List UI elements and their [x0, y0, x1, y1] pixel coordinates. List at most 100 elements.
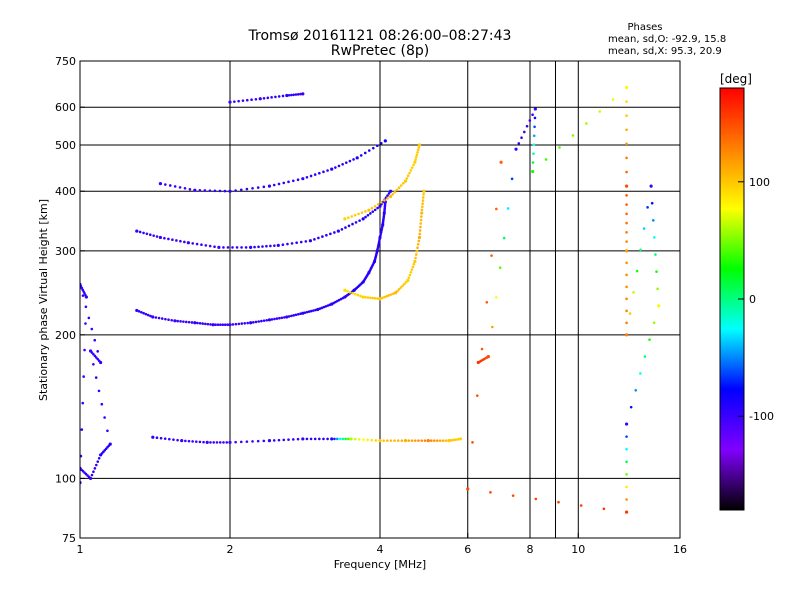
echo-point [276, 243, 280, 247]
echo-point [399, 286, 403, 289]
echo-point [333, 231, 336, 234]
y-tick-label: 400 [55, 185, 76, 198]
echo-point [301, 177, 305, 181]
echo-point [458, 437, 463, 441]
echo-point [287, 438, 290, 441]
echo-point [421, 196, 425, 199]
echo-point [202, 440, 205, 444]
echo-point [624, 422, 629, 426]
echo-point [421, 202, 424, 205]
echo-point [655, 270, 658, 273]
echo-point [183, 187, 187, 190]
echo-point [343, 217, 347, 221]
echo-point [285, 93, 289, 98]
echo-point [151, 315, 155, 319]
echo-point [96, 460, 100, 463]
echo-point [329, 232, 332, 236]
echo-point [231, 323, 235, 326]
echo-point [625, 194, 628, 197]
echo-point [412, 163, 415, 167]
echo-point [341, 162, 344, 166]
echo-point [533, 107, 537, 111]
echo-point [228, 440, 232, 444]
echo-point [396, 289, 399, 293]
echo-point [401, 284, 404, 288]
echo-point [287, 93, 291, 97]
echo-point [87, 316, 91, 320]
echo-point [218, 441, 222, 444]
echo-point [653, 236, 656, 239]
echo-point [358, 219, 361, 222]
echo-point [157, 316, 161, 320]
echo-point [322, 305, 326, 309]
echo-point [286, 242, 289, 246]
echo-point [571, 134, 575, 137]
echo-point [148, 233, 152, 237]
echo-point [163, 236, 166, 240]
echo-point [625, 321, 628, 325]
echo-point [254, 320, 258, 324]
echo-point [533, 125, 536, 129]
echo-point [417, 239, 421, 243]
echo-point [283, 316, 286, 319]
echo-point [348, 159, 352, 163]
echo-point [444, 439, 448, 442]
x-tick-label: 4 [377, 543, 384, 556]
echo-point [198, 440, 202, 444]
echo-point [155, 235, 159, 238]
y-tick-label: 500 [55, 139, 76, 152]
echo-point [265, 244, 268, 248]
echo-point [357, 212, 360, 216]
echo-point [305, 176, 309, 179]
echo-point [108, 442, 112, 446]
echo-point [420, 439, 424, 442]
echo-point [233, 100, 236, 103]
echo-point [239, 440, 243, 444]
echo-point [642, 227, 646, 230]
colorbar-tick-label: 100 [749, 176, 770, 189]
echo-point [168, 437, 171, 441]
echo-point [628, 312, 632, 315]
echo-point [218, 189, 222, 193]
echo-point [96, 350, 99, 353]
echo-point [299, 312, 302, 316]
echo-point [624, 85, 629, 90]
echo-point [275, 317, 279, 320]
echo-point [602, 507, 606, 511]
echo-point [282, 438, 286, 442]
echo-point [611, 98, 615, 101]
echo-point [490, 254, 493, 257]
echo-point [205, 440, 209, 444]
echo-point [625, 285, 628, 289]
echo-point [393, 190, 397, 194]
echo-point [237, 99, 240, 103]
echo-point [598, 110, 602, 113]
echo-point [294, 93, 298, 96]
echo-point [292, 93, 295, 97]
echo-point [366, 296, 370, 299]
echo-point [97, 456, 101, 460]
echo-point [304, 240, 308, 243]
echo-point [209, 441, 212, 444]
echo-point [160, 317, 164, 320]
echo-point [364, 215, 367, 219]
echo-point [648, 338, 651, 341]
echo-point [138, 230, 142, 234]
echo-point [100, 402, 104, 406]
echo-point [266, 96, 270, 100]
echo-point [407, 439, 411, 442]
echo-point [350, 215, 354, 218]
echo-point [353, 292, 357, 296]
echo-point [145, 232, 149, 236]
stats-o-mode: mean, sd,O: -92.9, 15.8 [608, 34, 726, 45]
echo-point [371, 296, 375, 300]
echo-point [422, 189, 426, 193]
echo-point [414, 156, 418, 159]
echo-point [486, 355, 490, 359]
echo-point [191, 440, 194, 443]
echo-point [184, 320, 188, 324]
echo-point [267, 439, 272, 443]
echo-point [173, 185, 177, 188]
echo-point [294, 313, 298, 317]
echo-point [413, 259, 417, 264]
